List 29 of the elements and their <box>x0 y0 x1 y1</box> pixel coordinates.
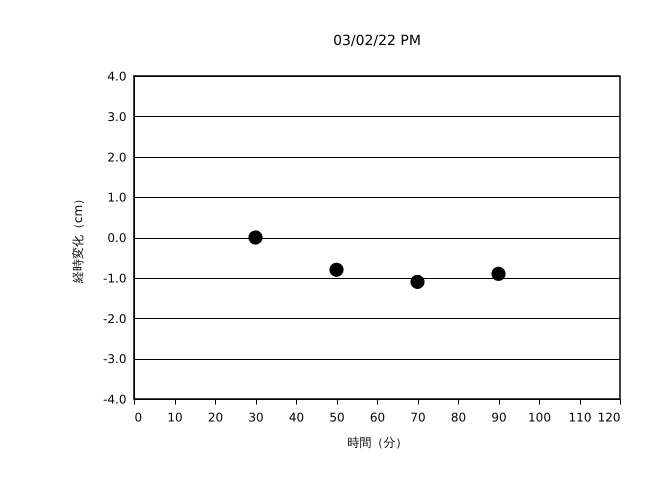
y-tick-label: 1.0 <box>107 190 126 205</box>
x-tick-label: 30 <box>248 410 264 424</box>
x-tick-label: 100 <box>528 410 551 424</box>
chart-title: 03/02/22 PM <box>333 33 421 49</box>
point <box>248 230 263 245</box>
x-tick-label: 80 <box>450 410 466 424</box>
point <box>491 266 506 281</box>
x-tick-label: 40 <box>288 410 304 424</box>
y-tick-label: -2.0 <box>103 312 126 326</box>
x-tick-label: 90 <box>491 410 507 424</box>
y-tick-label: 3.0 <box>107 110 126 124</box>
x-tick-label: 120 <box>598 410 620 424</box>
y-tick-label: -1.0 <box>103 271 126 286</box>
x-tick-label: 10 <box>167 410 183 424</box>
y-tick-label: 4.0 <box>107 70 126 84</box>
y-axis-title: 経時変化（cm） <box>71 192 86 284</box>
x-tick-label: 20 <box>208 410 224 424</box>
y-tick-label: 2.0 <box>107 150 126 164</box>
y-tick-label: 0.0 <box>107 231 126 245</box>
y-tick-label: -4.0 <box>103 392 126 406</box>
point <box>410 274 425 289</box>
x-tick-label: 50 <box>329 410 345 424</box>
x-tick-label: 60 <box>370 410 386 424</box>
point <box>329 262 344 277</box>
y-tick-label: -3.0 <box>103 352 126 366</box>
x-tick-label: 70 <box>410 410 426 424</box>
x-tick-label: 0 <box>134 410 142 424</box>
x-axis-title: 時間（分） <box>348 436 408 450</box>
x-tick-label: 110 <box>568 410 592 424</box>
